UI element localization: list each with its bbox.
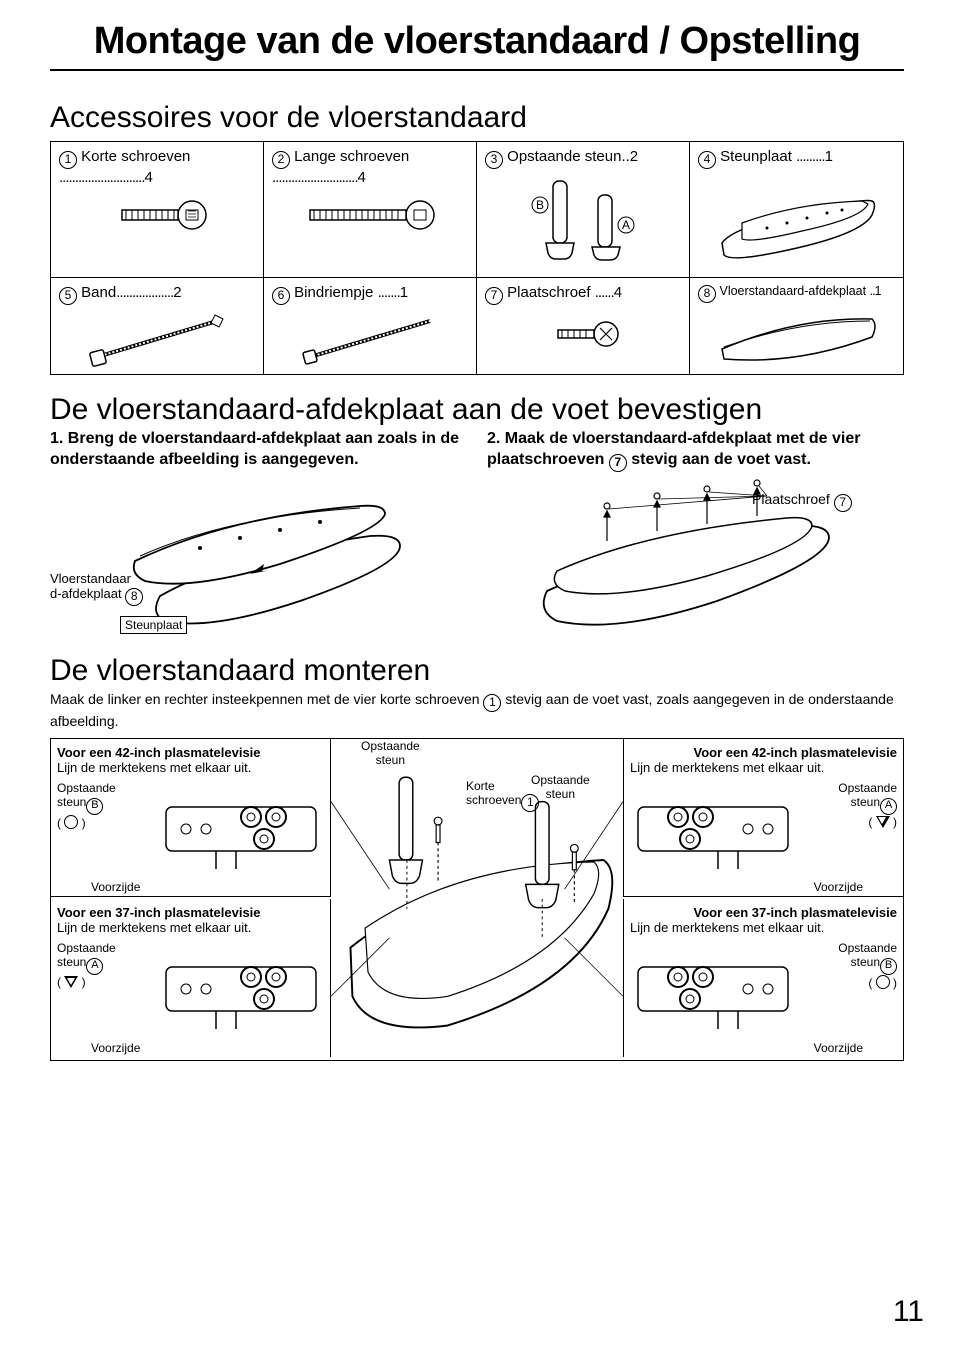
item-number: 5	[59, 287, 77, 305]
item-number: 3	[485, 151, 503, 169]
assemble-section: De vloerstandaard monteren Maak de linke…	[50, 654, 904, 1061]
accessory-cell-4: 4 Steunplaat .........1	[690, 142, 903, 278]
assembly-cell-37-left: Voor een 37-inch plasmatelevisie Lijn de…	[51, 899, 331, 1057]
detail-right-37-icon	[628, 947, 798, 1033]
svg-text:B: B	[536, 198, 544, 212]
detail-right-42-icon	[628, 787, 798, 873]
item-number: 8	[698, 285, 716, 303]
svg-text:A: A	[622, 218, 630, 232]
cover-label-2: d-afdekplaat	[50, 586, 122, 601]
item-number: 7	[485, 287, 503, 305]
accessory-cell-2: 2 Lange schroeven ......................…	[264, 142, 477, 278]
base-plate-icon	[712, 173, 882, 273]
item-qty: 1	[875, 284, 882, 298]
page-title: Montage van de vloerstandaard / Opstelli…	[50, 20, 904, 63]
item-name: Vloerstandaard-afdekplaat	[719, 284, 866, 298]
assembly-cell-42-right: Voor een 42-inch plasmatelevisie Lijn de…	[623, 739, 903, 897]
item-name: Steunplaat	[720, 148, 792, 165]
pole-icon: B A	[518, 173, 648, 273]
attach-cover-heading: De vloerstandaard-afdekplaat aan de voet…	[50, 393, 904, 427]
assembly-center-figure: Opstaandesteun Korte schroeven1 Opstaand…	[331, 739, 623, 1060]
assembly-cell-37-right: Voor een 37-inch plasmatelevisie Lijn de…	[623, 899, 903, 1057]
item-name: Band	[81, 284, 116, 301]
item-name: Plaatschroef	[507, 284, 590, 301]
detail-left-37-icon	[156, 947, 326, 1033]
item-number: 6	[272, 287, 290, 305]
step-1-text: 1. Breng de vloerstandaard-afdekplaat aa…	[50, 429, 467, 472]
title-divider	[50, 69, 904, 71]
figure-2: Plaatschroef 7	[487, 476, 904, 704]
long-screw-icon	[300, 190, 440, 240]
accessory-cell-5: 5 Band..................2	[51, 278, 264, 374]
cover-plate-icon	[712, 307, 882, 367]
accessory-cell-8: 8 Vloerstandaard-afdekplaat ..1	[690, 278, 903, 374]
plate-screw-icon	[538, 309, 628, 359]
accessory-cell-7: 7 Plaatschroef ......4	[477, 278, 690, 374]
assembly-grid: Voor een 42-inch plasmatelevisie Lijn de…	[50, 738, 904, 1061]
accessories-grid: 1 Korte schroeven ......................…	[50, 141, 904, 375]
item-qty: 4	[614, 284, 622, 301]
accessories-heading: Accessoires voor de vloerstandaard	[50, 101, 904, 135]
assemble-body: Maak de linker en rechter insteekpennen …	[50, 690, 904, 730]
item-number: 4	[698, 151, 716, 169]
cover-label-num: 8	[125, 588, 143, 606]
step-2-text: 2. Maak de vloerstandaard-afdekplaat met…	[487, 429, 904, 472]
screw-label: Plaatschroef	[752, 491, 830, 507]
manual-page: Montage van de vloerstandaard / Opstelli…	[0, 0, 954, 1349]
accessories-section: Accessoires voor de vloerstandaard 1 Kor…	[50, 101, 904, 375]
item-name: Bindriempje	[294, 284, 373, 301]
cable-tie-icon	[290, 309, 450, 369]
item-qty: 4	[145, 169, 153, 186]
cover-label: Vloerstandaar	[50, 571, 131, 586]
item-qty: 4	[358, 169, 366, 186]
item-name: Korte schroeven	[81, 148, 190, 165]
item-qty: 1	[825, 148, 833, 165]
item-qty: 1	[400, 284, 408, 301]
item-qty: 2	[173, 284, 181, 301]
band-icon	[77, 309, 237, 369]
item-qty: 2	[630, 148, 638, 165]
short-screw-icon	[102, 190, 212, 240]
accessory-cell-3: 3 Opstaande steun..2 B A	[477, 142, 690, 278]
screw-label-num: 7	[834, 494, 852, 512]
item-number: 1	[59, 151, 77, 169]
item-name: Opstaande steun	[507, 148, 621, 165]
accessory-cell-6: 6 Bindriempje .......1	[264, 278, 477, 374]
accessory-cell-1: 1 Korte schroeven ......................…	[51, 142, 264, 278]
page-number: 11	[893, 1295, 924, 1329]
assembly-cell-42-left: Voor een 42-inch plasmatelevisie Lijn de…	[51, 739, 331, 897]
item-name: Lange schroeven	[294, 148, 409, 165]
item-number: 2	[272, 151, 290, 169]
base-label: Steunplaat	[120, 616, 187, 634]
detail-left-42-icon	[156, 787, 326, 873]
